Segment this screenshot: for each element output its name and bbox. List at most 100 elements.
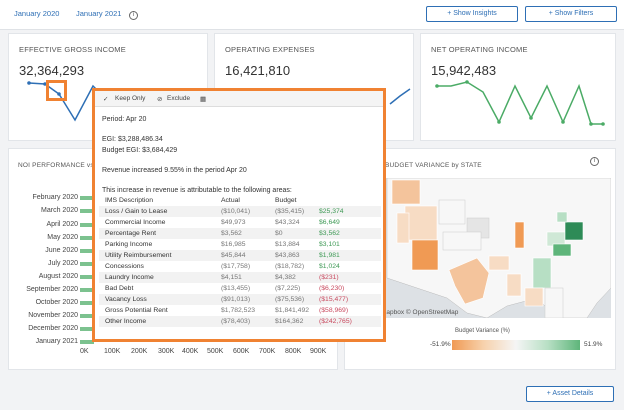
row-desc: Commercial Income [105,219,166,226]
noi-bar[interactable] [80,327,94,331]
noi-sparkline[interactable] [421,34,617,142]
noi-bar[interactable] [80,209,94,213]
axis-tick: 800K [285,348,302,355]
table-row: Laundry Income $4,151 $4,382 ($231) [99,272,381,283]
row-budget: ($35,415) [275,208,305,215]
row-desc: Bad Debt [105,285,134,292]
row-budget: ($18,782) [275,263,305,270]
noi-bar[interactable] [80,236,94,240]
month-label: August 2020 [38,273,78,280]
map-attribution[interactable]: Mapbox © OpenStreetMap [381,309,459,316]
info-icon[interactable]: i [129,11,138,20]
row-desc: Gross Potential Rent [105,307,168,314]
row-variance: $6,649 [319,219,340,226]
axis-tick: 300K [158,348,175,355]
period-tab-start[interactable]: January 2020 [14,9,60,18]
table-row: Concessions ($17,758) ($18,782) $1,024 [99,261,381,272]
legend-max: 51.9% [584,341,603,348]
tooltip-table: IMS Description Actual Budget Loss / Gai… [99,195,381,327]
row-variance: $3,101 [319,241,340,248]
noi-bar[interactable] [80,196,94,200]
row-variance: $25,374 [319,208,344,215]
row-variance: ($15,477) [319,296,349,303]
noi-bar[interactable] [80,249,94,253]
row-variance: ($58,969) [319,307,349,314]
axis-tick: 900K [310,348,327,355]
row-actual: ($10,041) [221,208,251,215]
exclude-button[interactable]: Exclude [167,95,191,102]
axis-tick: 0K [80,348,89,355]
legend-title: Budget Variance (%) [455,328,510,334]
row-budget: ($75,536) [275,296,305,303]
opex-sparkline[interactable] [215,34,415,142]
tooltip-revenue-note: Revenue increased 9.55% in the period Ap… [102,167,247,174]
table-row: Loss / Gain to Lease ($10,041) ($35,415) $2… [99,206,381,217]
noi-bar[interactable] [80,223,94,227]
map-shapes [386,178,611,318]
asset-details-button[interactable]: + Asset Details [526,386,614,402]
table-row: Commercial Income $49,973 $43,324 $6,649 [99,217,381,228]
kpi-card-noi[interactable]: NET OPERATING INCOME 15,942,483 [420,33,616,141]
check-icon[interactable]: ✓ [103,96,109,103]
row-actual: ($78,403) [221,318,251,325]
axis-tick: 400K [182,348,199,355]
us-state-map[interactable] [357,178,611,318]
row-budget: $13,884 [275,241,300,248]
egi-sparkline[interactable] [9,34,209,142]
month-label: September 2020 [26,286,78,293]
row-budget: $43,324 [275,219,300,226]
tooltip-toolbar: ✓ Keep Only ⊘ Exclude ▦ [95,91,383,107]
table-row: Bad Debt ($13,455) ($7,225) ($6,230) [99,283,381,294]
kpi-title: EFFECTIVE GROSS INCOME [19,45,126,54]
axis-tick: 200K [131,348,148,355]
row-budget: ($7,225) [275,285,301,292]
month-label: November 2020 [28,312,78,319]
noi-bar[interactable] [80,275,94,279]
row-actual: $3,562 [221,230,242,237]
table-header: IMS Description Actual Budget [99,195,381,206]
tooltip-budget-egi: Budget EGI: $3,684,429 [102,147,178,154]
view-data-icon[interactable]: ▦ [200,96,207,103]
row-desc: Other Income [105,318,147,325]
row-variance: $3,562 [319,230,340,237]
exclude-icon[interactable]: ⊘ [157,96,163,103]
variance-legend [452,340,580,350]
kpi-value: 15,942,483 [431,63,497,78]
row-actual: $4,151 [221,274,242,281]
period-tab-end[interactable]: January 2021 [76,9,122,18]
selected-point-highlight [46,80,67,101]
show-filters-button[interactable]: + Show Filters [525,6,617,22]
kpi-title: NET OPERATING INCOME [431,45,528,54]
show-insights-button[interactable]: + Show Insights [426,6,518,22]
table-row: Utility Reimbursement $45,844 $43,863 $1,98… [99,250,381,261]
top-bar: January 2020 January 2021 i + Show Insig… [0,0,624,30]
table-row: Percentage Rent $3,562 $0 $3,562 [99,228,381,239]
noi-bar[interactable] [80,262,94,266]
map-info-icon[interactable]: i [590,157,599,166]
row-budget: $0 [275,230,283,237]
table-row: Gross Potential Rent $1,782,523 $1,841,492… [99,305,381,316]
row-actual: ($91,013) [221,296,251,303]
month-label: February 2020 [32,194,78,201]
tooltip-egi: EGI: $3,288,486.34 [102,136,163,143]
row-budget: $164,362 [275,318,304,325]
row-budget: $4,382 [275,274,296,281]
row-actual: $45,844 [221,252,246,259]
month-label: October 2020 [35,299,78,306]
kpi-value: 32,364,293 [19,63,85,78]
noi-bar[interactable] [80,314,94,318]
row-variance: ($242,765) [319,318,352,325]
row-budget: $43,863 [275,252,300,259]
col-actual: Actual [221,197,240,204]
row-budget: $1,841,492 [275,307,310,314]
axis-tick: 700K [259,348,276,355]
month-label: June 2020 [45,247,78,254]
noi-bar[interactable] [80,301,94,305]
row-actual: $16,985 [221,241,246,248]
axis-tick: 500K [207,348,224,355]
keep-only-button[interactable]: Keep Only [115,95,146,102]
noi-bar[interactable] [80,288,94,292]
axis-tick: 600K [233,348,250,355]
noi-bar[interactable] [80,340,94,344]
axis-tick: 100K [104,348,121,355]
